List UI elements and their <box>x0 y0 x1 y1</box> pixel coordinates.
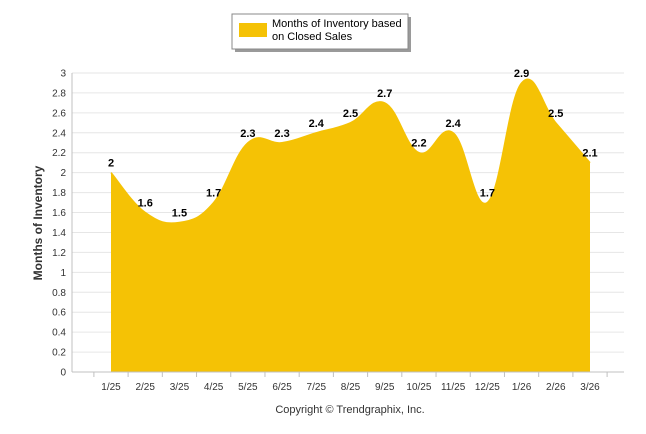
data-label: 2.3 <box>240 128 255 140</box>
copyright-credit: Copyright © Trendgraphix, Inc. <box>275 404 424 416</box>
y-tick-label: 3 <box>60 69 66 80</box>
area-fill <box>111 79 590 373</box>
data-label: 2.5 <box>548 108 563 120</box>
y-tick-label: 0 <box>60 368 66 379</box>
x-tick-labels: 1/25 2/25 3/25 4/25 5/25 6/25 7/25 8/25 9/25 10/2… <box>101 382 600 393</box>
x-tick-label: 5/25 <box>238 382 258 393</box>
data-label: 1.6 <box>138 198 153 210</box>
x-tick-label: 3/25 <box>170 382 190 393</box>
y-tick-label: 2.6 <box>52 108 66 119</box>
x-tick-label: 4/25 <box>204 382 224 393</box>
x-tick-label: 7/25 <box>307 382 327 393</box>
x-tick-label: 6/25 <box>272 382 292 393</box>
data-label: 2 <box>108 158 114 170</box>
y-tick-label: 0.6 <box>52 308 66 319</box>
data-label: 1.7 <box>206 188 221 200</box>
y-tick-label: 2.4 <box>52 128 66 139</box>
area-series <box>110 78 591 373</box>
x-tick-label: 2/25 <box>135 382 155 393</box>
x-tick-label: 9/25 <box>375 382 395 393</box>
data-label: 2.2 <box>411 138 426 150</box>
x-tick-label: 11/25 <box>441 382 466 393</box>
area-line <box>110 78 591 224</box>
legend-label-line-2: on Closed Sales <box>272 31 353 43</box>
data-label: 2.1 <box>582 148 597 160</box>
y-tick-label: 2.8 <box>52 88 66 99</box>
y-axis-title: Months of Inventory <box>31 165 45 280</box>
data-label: 2.7 <box>377 88 392 100</box>
y-tick-label: 0.2 <box>52 348 66 359</box>
y-tick-label: 1.4 <box>52 228 66 239</box>
y-tick-label: 0.8 <box>52 288 66 299</box>
legend-swatch <box>239 23 267 37</box>
data-label: 1.5 <box>172 208 187 220</box>
x-tick-label: 12/25 <box>475 382 500 393</box>
data-label: 1.7 <box>480 188 495 200</box>
y-tick-label: 2 <box>60 168 66 179</box>
y-tick-label: 0.4 <box>52 328 66 339</box>
x-tick-label: 10/25 <box>406 382 431 393</box>
x-tick-label: 8/25 <box>341 382 361 393</box>
data-label: 2.4 <box>445 118 461 130</box>
legend: Months of Inventory based on Closed Sale… <box>231 13 411 52</box>
y-tick-label: 1.6 <box>52 208 66 219</box>
x-tick-label: 3/26 <box>580 382 600 393</box>
data-label: 2.4 <box>309 118 325 130</box>
y-tick-label: 1 <box>60 268 66 279</box>
data-label: 2.5 <box>343 108 358 120</box>
data-label: 2.3 <box>274 128 289 140</box>
x-tick-label: 2/26 <box>546 382 566 393</box>
x-tick-label: 1/25 <box>101 382 121 393</box>
y-tick-label: 1.8 <box>52 188 66 199</box>
x-tick-label: 1/26 <box>512 382 532 393</box>
axes <box>71 73 624 377</box>
data-labels: 2 1.6 1.5 1.7 2.3 2.3 2.4 2.5 2.7 2.2 2.4 1.7 2.9 2.5… <box>108 68 598 220</box>
legend-label-line-1: Months of Inventory based <box>272 18 402 30</box>
y-tick-labels: 0 0.2 0.4 0.6 0.8 1 1.2 1.4 1.6 1.8 2 2.2 2.4 2.6 2.8 3 <box>52 69 66 379</box>
y-tick-label: 1.2 <box>52 248 66 259</box>
y-tick-label: 2.2 <box>52 148 66 159</box>
data-label: 2.9 <box>514 68 529 80</box>
